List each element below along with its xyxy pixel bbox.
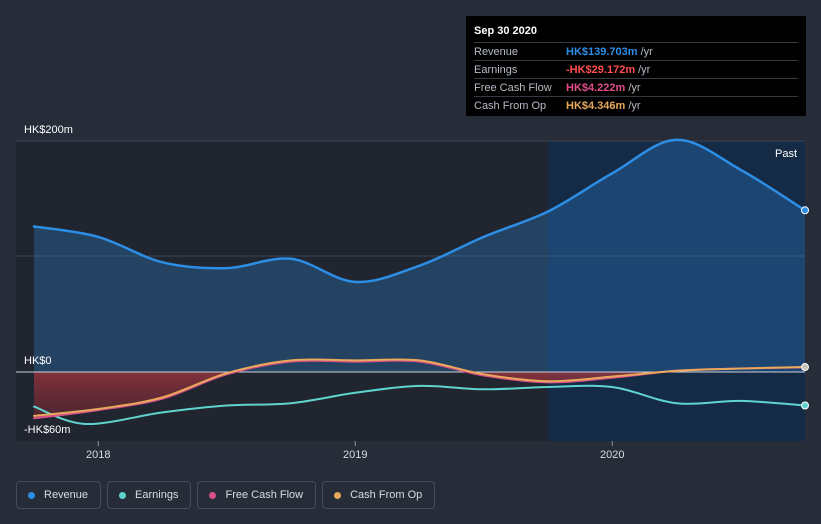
tooltip-row-free-cash-flow: Free Cash Flow HK$4.222m /yr (474, 78, 798, 96)
legend-dot-icon (28, 491, 35, 499)
cash-from-op-endpoint (801, 363, 809, 372)
tooltip-label: Free Cash Flow (474, 81, 552, 94)
tooltip-value: HK$139.703m (566, 45, 638, 58)
legend-label: Free Cash Flow (225, 489, 304, 501)
legend-label: Cash From Op (350, 489, 423, 501)
ytick-label-top: HK$200m (24, 124, 73, 136)
tooltip-value: -HK$29.172m (566, 63, 636, 76)
tooltip-unit: /yr (628, 99, 641, 112)
tooltip: Sep 30 2020 Revenue HK$139.703m /yr Earn… (466, 16, 806, 116)
tooltip-row-revenue: Revenue HK$139.703m /yr (474, 42, 798, 60)
tooltip-value: HK$4.222m (566, 81, 626, 94)
tooltip-label: Earnings (474, 63, 518, 76)
x-tick-label: 2019 (343, 449, 367, 461)
legend-label: Earnings (135, 489, 179, 501)
legend: Revenue Earnings Free Cash Flow Cash Fro… (16, 481, 436, 509)
legend-dot-icon (334, 491, 342, 499)
past-region (547, 141, 805, 441)
tooltip-unit: /yr (640, 45, 653, 58)
ytick-label-zero: HK$0 (24, 355, 52, 367)
revenue-area (34, 139, 805, 372)
legend-label: Revenue (44, 489, 89, 501)
tooltip-label: Cash From Op (474, 99, 547, 112)
tooltip-unit: /yr (628, 81, 641, 94)
legend-item-revenue[interactable]: Revenue (16, 481, 102, 509)
tooltip-unit: /yr (638, 63, 651, 76)
legend-item-cash-from-op[interactable]: Cash From Op (322, 481, 436, 509)
x-tick-label: 2018 (86, 449, 110, 461)
legend-item-earnings[interactable]: Earnings (107, 481, 192, 509)
earnings-line (33, 384, 806, 426)
ytick-label-bottom: -HK$60m (24, 424, 70, 436)
tooltip-row-earnings: Earnings -HK$29.172m /yr (474, 60, 798, 78)
negative-area (34, 372, 805, 416)
tooltip-date: Sep 30 2020 (474, 25, 537, 37)
legend-item-free-cash-flow[interactable]: Free Cash Flow (197, 481, 317, 509)
legend-dot-icon (209, 491, 217, 499)
tooltip-label: Revenue (474, 45, 519, 58)
past-label: Past (775, 148, 797, 160)
earnings-endpoint (801, 401, 809, 410)
tooltip-row-cash-from-op: Cash From Op HK$4.346m /yr (474, 96, 798, 114)
x-tick-label: 2020 (600, 449, 624, 461)
cash-from-op-line (33, 358, 806, 417)
revenue-line (32, 138, 807, 284)
revenue-endpoint (801, 206, 809, 215)
legend-dot-icon (119, 491, 127, 499)
tooltip-value: HK$4.346m (566, 99, 626, 112)
